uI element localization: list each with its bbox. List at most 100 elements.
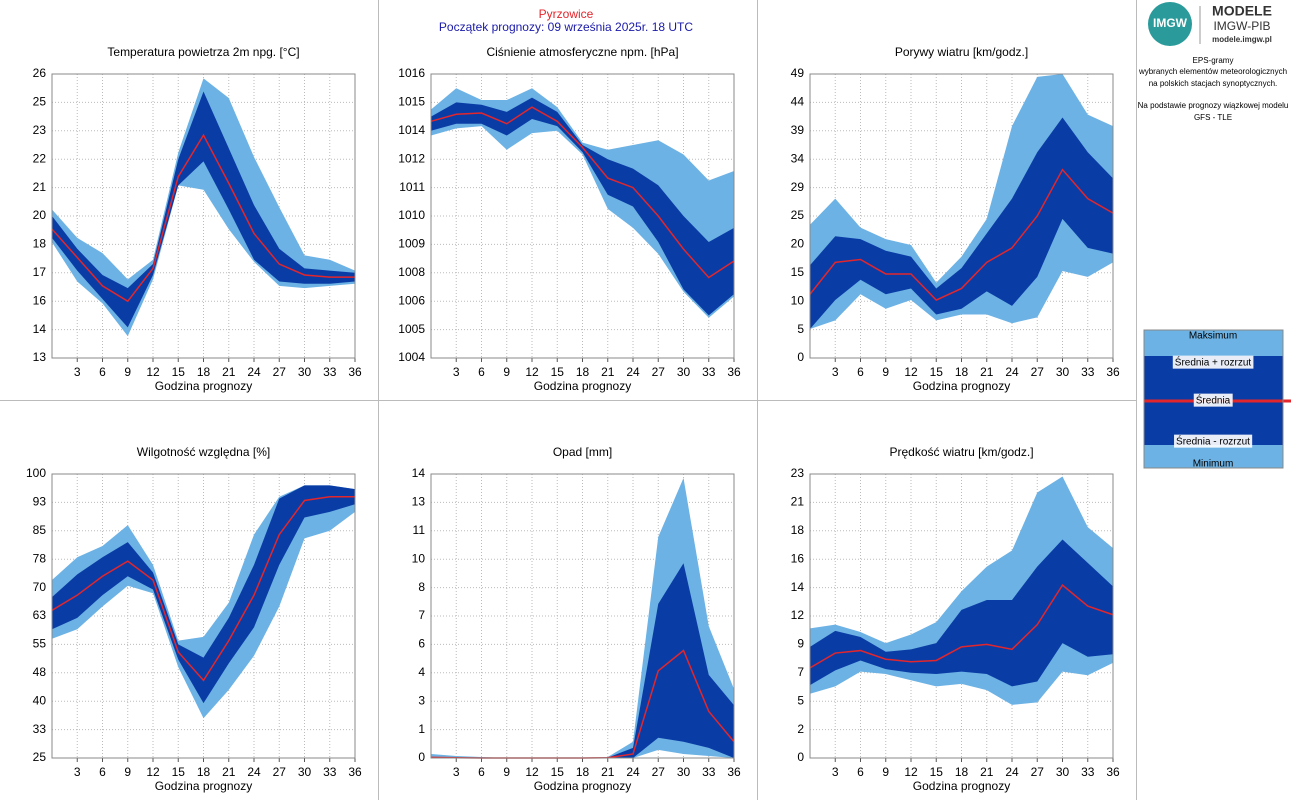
- x-tick-label: 30: [677, 765, 691, 779]
- y-tick-label: 21: [791, 495, 805, 509]
- x-tick-label: 3: [832, 765, 839, 779]
- x-tick-label: 24: [247, 765, 261, 779]
- station: Pyrzowice: [539, 7, 594, 21]
- y-tick-label: 18: [33, 237, 47, 251]
- y-tick-label: 1014: [398, 123, 425, 137]
- y-tick-label: 9: [797, 637, 804, 651]
- legend-label-bg: [1174, 434, 1253, 448]
- band: [431, 97, 734, 316]
- y-tick-label: 18: [791, 523, 805, 537]
- y-tick-label: 25: [33, 95, 47, 109]
- x-tick-label: 30: [1056, 365, 1070, 379]
- y-tick-label: 34: [791, 151, 805, 165]
- x-axis-label: Godzina prognozy: [155, 779, 252, 793]
- y-tick-label: 44: [791, 95, 805, 109]
- y-tick-label: 1016: [398, 66, 425, 80]
- panel-title: Porywy wiatru [km/godz.]: [895, 45, 1028, 59]
- x-tick-label: 27: [1031, 765, 1045, 779]
- x-tick-label: 36: [1106, 765, 1120, 779]
- panel-title: Ciśnienie atmosferyczne npm. [hPa]: [486, 45, 678, 59]
- y-tick-label: 16: [33, 293, 47, 307]
- y-tick-label: 10: [412, 551, 426, 565]
- band: [52, 485, 355, 704]
- x-tick-label: 36: [727, 365, 741, 379]
- x-tick-label: 15: [551, 765, 565, 779]
- x-tick-label: 36: [348, 365, 362, 379]
- panel: Temperatura powietrza 2m npg. [°C] Godzin…: [33, 45, 362, 393]
- y-tick-label: 0: [797, 750, 804, 764]
- info-line: na polskich stacjach synoptycznych.: [1149, 79, 1278, 88]
- x-tick-label: 15: [172, 365, 186, 379]
- band: [431, 563, 734, 758]
- x-tick-label: 27: [652, 365, 666, 379]
- y-tick-label: 1008: [398, 265, 425, 279]
- x-tick-label: 6: [478, 365, 485, 379]
- y-tick-label: 0: [418, 750, 425, 764]
- logo-circle: [1148, 2, 1192, 46]
- x-tick-label: 15: [551, 365, 565, 379]
- legend-label: Średnia + rozrzut: [1175, 356, 1252, 369]
- x-tick-label: 30: [1056, 765, 1070, 779]
- x-tick-label: 12: [904, 365, 918, 379]
- y-tick-label: 10: [791, 293, 805, 307]
- y-tick-label: 23: [33, 123, 47, 137]
- y-tick-label: 14: [412, 466, 426, 480]
- x-tick-label: 15: [930, 365, 944, 379]
- x-tick-label: 27: [652, 765, 666, 779]
- x-tick-label: 24: [1005, 365, 1019, 379]
- y-tick-label: 2: [797, 722, 804, 736]
- legend-label-bg: [1172, 355, 1254, 369]
- x-tick-label: 27: [1031, 365, 1045, 379]
- y-tick-label: 1015: [398, 95, 425, 109]
- x-tick-label: 30: [677, 365, 691, 379]
- plot-frame: [809, 473, 1114, 759]
- info-line: EPS-gramy: [1193, 56, 1234, 65]
- x-tick-label: 9: [882, 365, 889, 379]
- x-tick-label: 18: [576, 365, 590, 379]
- panel-title: Wilgotność względna [%]: [137, 445, 270, 459]
- x-tick-label: 21: [222, 365, 236, 379]
- x-tick-label: 9: [124, 365, 131, 379]
- x-tick-label: 21: [601, 365, 615, 379]
- y-tick-label: 25: [791, 208, 805, 222]
- y-tick-label: 49: [791, 66, 805, 80]
- y-tick-label: 15: [791, 265, 805, 279]
- x-tick-label: 12: [525, 765, 539, 779]
- y-tick-label: 48: [33, 665, 47, 679]
- legend-label: Średnia: [1196, 394, 1231, 407]
- x-tick-label: 33: [323, 365, 337, 379]
- x-tick-label: 9: [882, 765, 889, 779]
- y-tick-label: 1005: [398, 322, 425, 336]
- logo-org: IMGW-PIB: [1213, 19, 1270, 33]
- y-tick-label: 16: [791, 551, 805, 565]
- x-axis-label: Godzina prognozy: [534, 379, 631, 393]
- y-tick-label: 14: [33, 322, 47, 336]
- x-tick-label: 3: [832, 365, 839, 379]
- y-tick-label: 22: [33, 151, 47, 165]
- y-tick-label: 55: [33, 637, 47, 651]
- y-tick-label: 12: [791, 608, 805, 622]
- legend: Maksimum Średnia + rozrzut Średnia Średnia …: [1143, 329, 1291, 470]
- x-tick-label: 33: [1081, 765, 1095, 779]
- y-tick-label: 0: [797, 350, 804, 364]
- y-tick-label: 4: [418, 665, 425, 679]
- y-tick-label: 1004: [398, 350, 425, 364]
- x-tick-label: 27: [273, 765, 287, 779]
- x-tick-label: 12: [146, 365, 160, 379]
- x-tick-label: 27: [273, 365, 287, 379]
- y-tick-label: 63: [33, 608, 47, 622]
- y-tick-label: 33: [33, 722, 47, 736]
- x-tick-label: 12: [525, 365, 539, 379]
- y-tick-label: 29: [791, 180, 805, 194]
- y-tick-label: 7: [418, 608, 425, 622]
- x-tick-label: 36: [348, 765, 362, 779]
- y-tick-label: 1011: [399, 180, 425, 194]
- band: [810, 539, 1113, 687]
- y-tick-label: 5: [797, 693, 804, 707]
- panel: Opad [mm]Godzina prognozy013467810111314…: [412, 445, 741, 793]
- logo: IMGW MODELE IMGW-PIB modele.imgw.pl: [1148, 2, 1272, 46]
- mean-line: [430, 106, 735, 279]
- y-tick-label: 11: [413, 523, 426, 537]
- x-tick-label: 18: [576, 765, 590, 779]
